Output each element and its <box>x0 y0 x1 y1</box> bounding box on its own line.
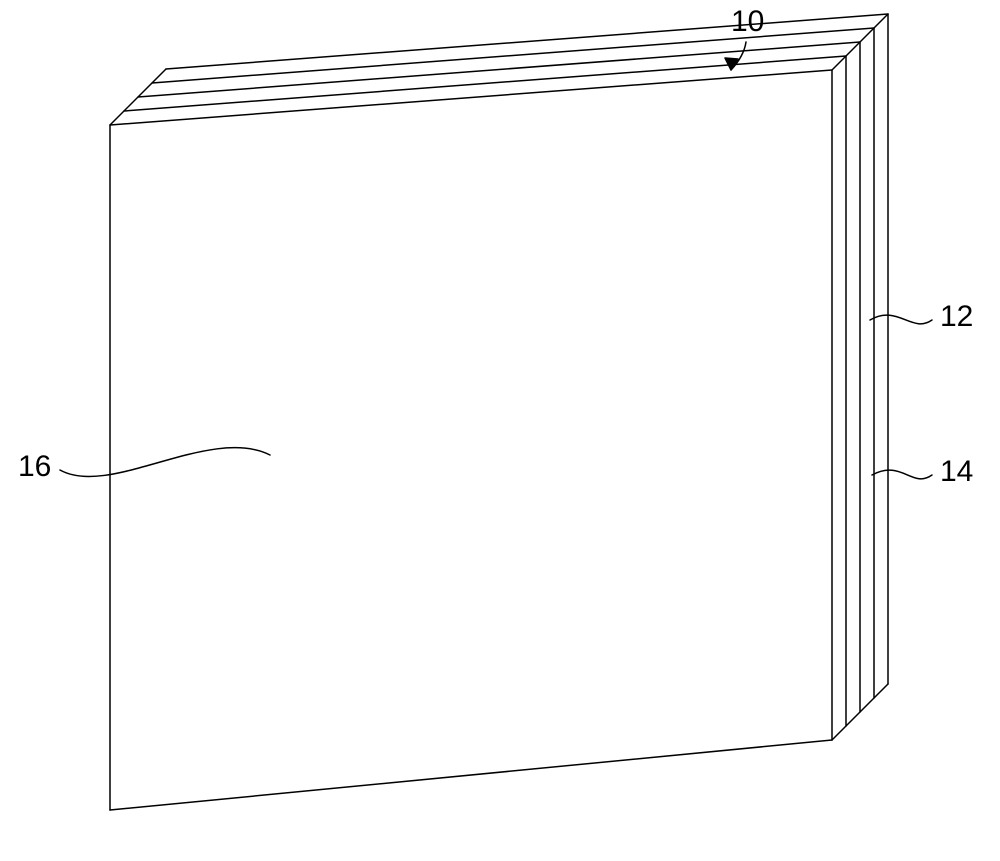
label-10: 10 <box>731 5 764 39</box>
label-14: 14 <box>940 455 973 489</box>
diagram-canvas: 10 12 14 16 <box>0 0 1000 861</box>
label-12: 12 <box>940 300 973 334</box>
diagram-svg <box>0 0 1000 861</box>
label-16: 16 <box>18 450 51 484</box>
